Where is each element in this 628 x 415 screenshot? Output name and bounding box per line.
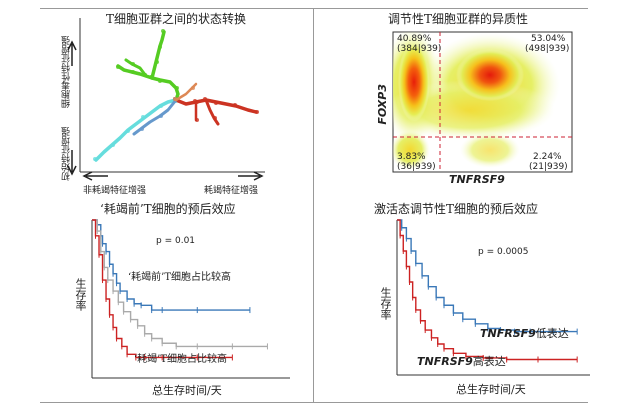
- low-expr-suffix: 低表达: [536, 327, 569, 340]
- y-label-d: 生存率: [377, 287, 393, 320]
- p-value-d: p = 0.0005: [478, 247, 528, 257]
- low-expr-label-d: TNFRSF9低表达: [480, 325, 569, 341]
- x-label-d: 总生存时间/天: [456, 381, 526, 397]
- high-expr-label-d: TNFRSF9高表达: [417, 353, 506, 369]
- high-expr-gene: TNFRSF9: [417, 355, 473, 368]
- high-expr-suffix: 高表达: [473, 355, 506, 368]
- low-expr-gene: TNFRSF9: [480, 327, 536, 340]
- km-d-series-0: [397, 220, 577, 332]
